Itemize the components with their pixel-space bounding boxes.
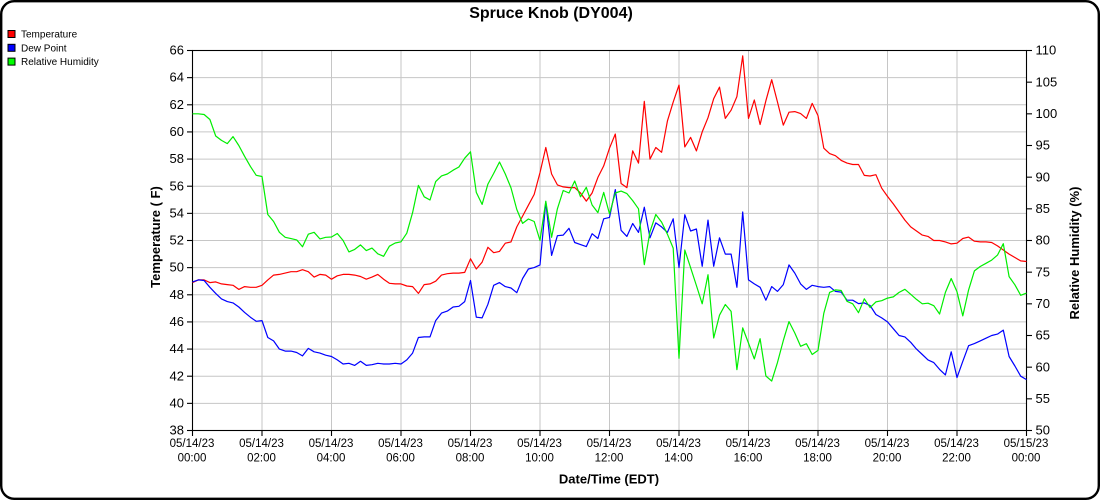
- svg-text:22:00: 22:00: [942, 453, 971, 465]
- svg-text:05/14/23: 05/14/23: [726, 438, 771, 450]
- svg-text:05/14/23: 05/14/23: [309, 438, 354, 450]
- svg-text:50: 50: [170, 260, 184, 275]
- svg-text:05/15/23: 05/15/23: [1004, 438, 1049, 450]
- svg-text:Relative Humidity (%): Relative Humidity (%): [1067, 187, 1082, 320]
- svg-text:05/14/23: 05/14/23: [587, 438, 632, 450]
- svg-text:Relative Humidity: Relative Humidity: [21, 57, 99, 68]
- svg-text:Temperature: Temperature: [21, 30, 78, 41]
- svg-text:44: 44: [170, 341, 184, 356]
- svg-text:70: 70: [1036, 296, 1050, 311]
- svg-text:14:00: 14:00: [664, 453, 693, 465]
- svg-text:02:00: 02:00: [247, 453, 276, 465]
- svg-text:65: 65: [1036, 328, 1050, 343]
- svg-text:38: 38: [170, 423, 184, 438]
- svg-text:55: 55: [1036, 391, 1050, 406]
- svg-text:42: 42: [170, 368, 184, 383]
- svg-text:62: 62: [170, 97, 184, 112]
- svg-text:95: 95: [1036, 138, 1050, 153]
- svg-text:20:00: 20:00: [873, 453, 902, 465]
- svg-text:60: 60: [170, 124, 184, 139]
- svg-text:05/14/23: 05/14/23: [934, 438, 979, 450]
- svg-text:05/14/23: 05/14/23: [378, 438, 423, 450]
- svg-text:Date/Time (EDT): Date/Time (EDT): [559, 472, 659, 487]
- svg-text:50: 50: [1036, 423, 1050, 438]
- svg-text:05/14/23: 05/14/23: [865, 438, 910, 450]
- svg-text:100: 100: [1036, 106, 1058, 121]
- svg-text:Temperature ( F): Temperature ( F): [148, 186, 163, 288]
- svg-text:80: 80: [1036, 233, 1050, 248]
- svg-text:48: 48: [170, 287, 184, 302]
- svg-text:00:00: 00:00: [1012, 453, 1041, 465]
- svg-text:05/14/23: 05/14/23: [517, 438, 562, 450]
- svg-text:05/14/23: 05/14/23: [656, 438, 701, 450]
- svg-text:05/14/23: 05/14/23: [448, 438, 493, 450]
- svg-text:06:00: 06:00: [386, 453, 415, 465]
- svg-text:60: 60: [1036, 359, 1050, 374]
- svg-text:52: 52: [170, 233, 184, 248]
- svg-text:110: 110: [1036, 43, 1057, 58]
- svg-text:04:00: 04:00: [317, 453, 346, 465]
- svg-text:56: 56: [170, 178, 184, 193]
- svg-text:64: 64: [170, 70, 184, 85]
- svg-text:18:00: 18:00: [803, 453, 832, 465]
- svg-text:58: 58: [170, 151, 184, 166]
- svg-text:90: 90: [1036, 169, 1050, 184]
- svg-text:10:00: 10:00: [525, 453, 554, 465]
- svg-text:75: 75: [1036, 264, 1050, 279]
- svg-text:05/14/23: 05/14/23: [170, 438, 215, 450]
- svg-text:Spruce Knob (DY004): Spruce Knob (DY004): [469, 5, 633, 22]
- svg-text:16:00: 16:00: [734, 453, 763, 465]
- svg-text:54: 54: [170, 205, 184, 220]
- svg-text:105: 105: [1036, 74, 1058, 89]
- svg-text:12:00: 12:00: [595, 453, 624, 465]
- svg-text:08:00: 08:00: [456, 453, 485, 465]
- svg-text:Dew Point: Dew Point: [21, 43, 67, 54]
- svg-text:85: 85: [1036, 201, 1050, 216]
- svg-text:00:00: 00:00: [178, 453, 207, 465]
- svg-text:46: 46: [170, 314, 184, 329]
- svg-text:05/14/23: 05/14/23: [795, 438, 840, 450]
- svg-text:05/14/23: 05/14/23: [239, 438, 284, 450]
- svg-text:66: 66: [170, 43, 184, 58]
- svg-text:40: 40: [170, 395, 184, 410]
